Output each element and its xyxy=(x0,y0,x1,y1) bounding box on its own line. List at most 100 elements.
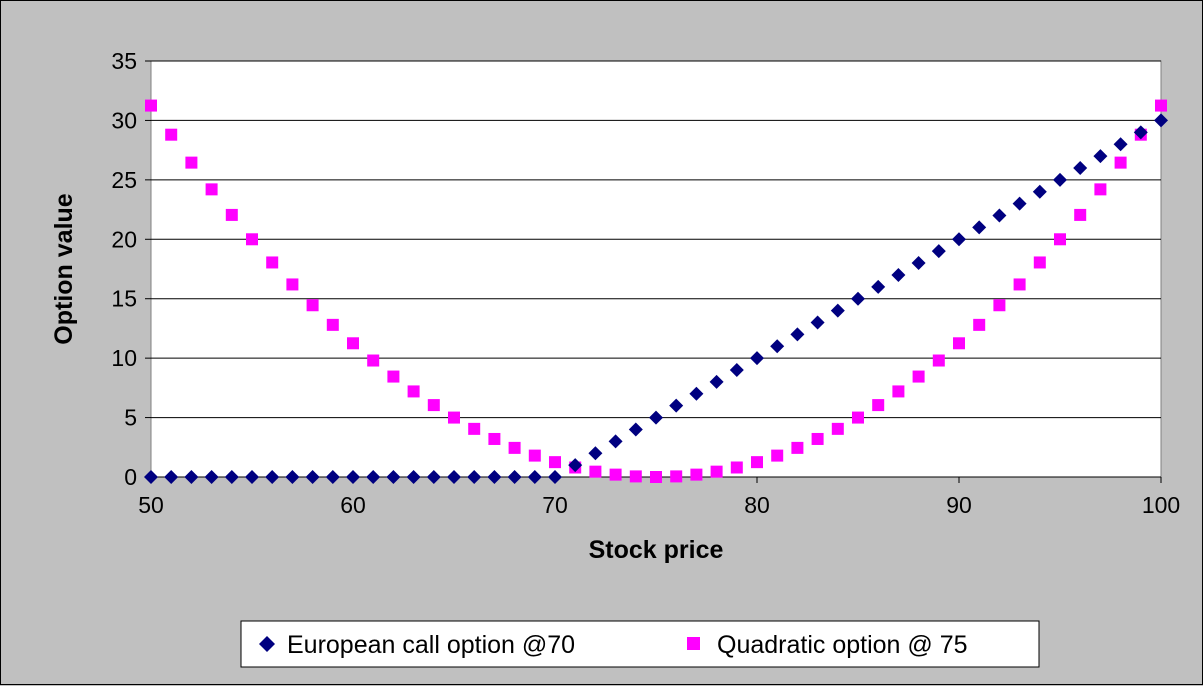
point-quadratic-67 xyxy=(488,432,501,445)
point-quadratic-81 xyxy=(771,449,784,462)
point-quadratic-78 xyxy=(710,465,723,478)
y-tick-label-0: 0 xyxy=(124,464,137,490)
point-quadratic-93 xyxy=(1013,278,1026,291)
point-european-call-57 xyxy=(285,470,300,484)
y-tick-label-30: 30 xyxy=(111,107,137,133)
point-quadratic-75 xyxy=(650,471,662,483)
point-european-call-92 xyxy=(992,208,1007,223)
y-tick-label-25: 25 xyxy=(111,167,137,193)
point-quadratic-95 xyxy=(1054,233,1066,246)
point-european-call-93 xyxy=(1012,196,1027,211)
point-quadratic-61 xyxy=(367,354,380,367)
point-european-call-77 xyxy=(689,386,704,401)
point-quadratic-58 xyxy=(306,299,319,312)
point-quadratic-85 xyxy=(852,411,864,424)
point-quadratic-100 xyxy=(1155,99,1167,112)
point-quadratic-69 xyxy=(528,449,541,462)
point-quadratic-80 xyxy=(751,456,763,469)
point-quadratic-97 xyxy=(1094,183,1107,196)
point-european-call-80 xyxy=(750,351,764,366)
point-european-call-95 xyxy=(1053,172,1067,187)
point-european-call-67 xyxy=(487,470,502,484)
legend-marker-quadratic xyxy=(687,637,700,650)
point-quadratic-77 xyxy=(690,468,703,481)
point-quadratic-56 xyxy=(266,256,279,269)
point-european-call-73 xyxy=(608,434,623,449)
point-european-call-58 xyxy=(305,470,320,484)
gridlines xyxy=(151,60,1161,478)
point-quadratic-59 xyxy=(326,318,339,331)
point-european-call-91 xyxy=(972,220,987,235)
point-quadratic-96 xyxy=(1074,208,1087,221)
point-quadratic-52 xyxy=(185,156,198,169)
point-quadratic-88 xyxy=(912,370,925,383)
point-quadratic-66 xyxy=(468,422,481,435)
point-european-call-71 xyxy=(568,458,583,473)
point-european-call-54 xyxy=(224,470,239,484)
point-european-call-60 xyxy=(346,470,360,484)
point-european-call-81 xyxy=(770,339,785,354)
point-quadratic-87 xyxy=(892,385,905,398)
point-european-call-82 xyxy=(790,327,805,342)
point-european-call-90 xyxy=(952,232,966,247)
x-tick-label-70: 70 xyxy=(542,492,568,518)
point-quadratic-98 xyxy=(1114,156,1127,169)
point-european-call-51 xyxy=(164,470,179,484)
point-quadratic-83 xyxy=(811,432,824,445)
point-quadratic-73 xyxy=(609,468,622,481)
point-european-call-76 xyxy=(669,398,684,413)
point-quadratic-79 xyxy=(730,461,743,474)
plot-area xyxy=(150,60,1162,478)
point-european-call-84 xyxy=(830,303,845,318)
point-european-call-74 xyxy=(628,422,643,437)
legend-label-european-call: European call option @70 xyxy=(287,631,575,659)
point-quadratic-68 xyxy=(508,441,521,454)
point-quadratic-54 xyxy=(225,208,238,221)
point-quadratic-94 xyxy=(1033,256,1046,269)
point-european-call-79 xyxy=(729,363,744,378)
point-quadratic-55 xyxy=(246,233,258,246)
point-european-call-78 xyxy=(709,374,724,389)
x-axis-title: Stock price xyxy=(589,536,724,564)
point-european-call-69 xyxy=(527,470,542,484)
point-quadratic-51 xyxy=(165,128,178,141)
point-european-call-56 xyxy=(265,470,280,484)
point-quadratic-57 xyxy=(286,278,299,291)
point-quadratic-70 xyxy=(549,456,561,469)
point-european-call-65 xyxy=(447,470,461,484)
y-axis-ticks: 0 5 10 15 20 25 30 35 xyxy=(111,48,151,490)
point-european-call-88 xyxy=(911,256,926,271)
point-european-call-94 xyxy=(1032,184,1047,199)
point-european-call-68 xyxy=(507,470,522,484)
point-quadratic-86 xyxy=(872,399,885,412)
point-european-call-97 xyxy=(1093,149,1108,164)
point-quadratic-53 xyxy=(205,183,218,196)
point-quadratic-76 xyxy=(670,470,683,483)
point-quadratic-50 xyxy=(145,99,157,112)
point-european-call-85 xyxy=(851,291,865,306)
x-axis-ticks: 50 60 70 80 90 100 xyxy=(138,477,1180,518)
series-marks xyxy=(144,99,1168,484)
y-tick-label-10: 10 xyxy=(111,345,137,371)
y-tick-label-35: 35 xyxy=(111,48,137,74)
legend: European call option @70 Quadratic optio… xyxy=(240,620,1040,668)
y-tick-label-20: 20 xyxy=(111,226,137,252)
point-european-call-70 xyxy=(548,470,562,484)
point-european-call-98 xyxy=(1113,137,1128,152)
point-quadratic-65 xyxy=(448,411,460,424)
point-european-call-63 xyxy=(406,470,421,484)
legend-marker-european-call xyxy=(259,636,275,652)
point-european-call-50 xyxy=(144,470,158,484)
y-tick-label-5: 5 xyxy=(124,405,137,431)
point-european-call-87 xyxy=(891,267,906,282)
point-quadratic-91 xyxy=(973,318,986,331)
point-european-call-55 xyxy=(245,470,259,484)
point-european-call-83 xyxy=(810,315,825,330)
x-tick-label-90: 90 xyxy=(946,492,972,518)
x-tick-label-100: 100 xyxy=(1142,492,1180,518)
x-tick-label-60: 60 xyxy=(340,492,366,518)
point-european-call-53 xyxy=(204,470,219,484)
point-european-call-96 xyxy=(1073,160,1088,175)
